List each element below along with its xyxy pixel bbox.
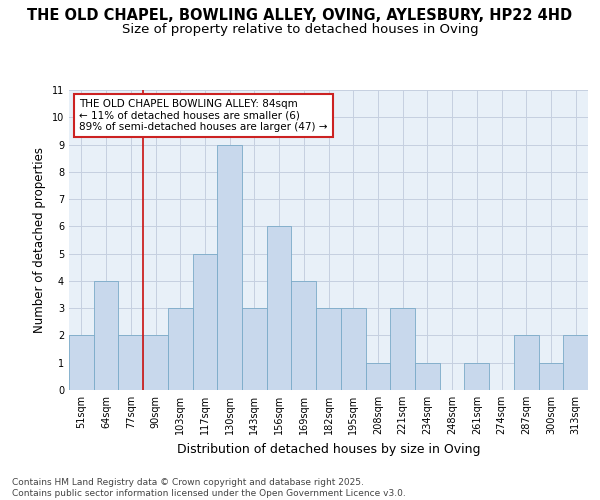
Bar [563,336,588,390]
Bar [193,254,217,390]
Y-axis label: Number of detached properties: Number of detached properties [34,147,46,333]
Bar [267,226,292,390]
X-axis label: Distribution of detached houses by size in Oving: Distribution of detached houses by size … [177,442,480,456]
Bar [316,308,341,390]
Bar [242,308,267,390]
Text: Contains HM Land Registry data © Crown copyright and database right 2025.
Contai: Contains HM Land Registry data © Crown c… [12,478,406,498]
Text: THE OLD CHAPEL, BOWLING ALLEY, OVING, AYLESBURY, HP22 4HD: THE OLD CHAPEL, BOWLING ALLEY, OVING, AY… [28,8,572,22]
Text: Size of property relative to detached houses in Oving: Size of property relative to detached ho… [122,22,478,36]
Bar [69,336,94,390]
Bar [118,336,143,390]
Bar [464,362,489,390]
Bar [514,336,539,390]
Bar [390,308,415,390]
Bar [539,362,563,390]
Bar [415,362,440,390]
Bar [217,144,242,390]
Text: THE OLD CHAPEL BOWLING ALLEY: 84sqm
← 11% of detached houses are smaller (6)
89%: THE OLD CHAPEL BOWLING ALLEY: 84sqm ← 11… [79,99,328,132]
Bar [365,362,390,390]
Bar [292,281,316,390]
Bar [168,308,193,390]
Bar [143,336,168,390]
Bar [341,308,365,390]
Bar [94,281,118,390]
